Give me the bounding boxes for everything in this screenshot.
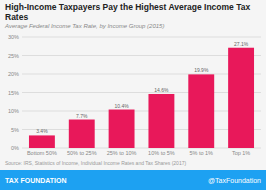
y-tick-label: 20% — [8, 71, 19, 77]
data-label: 10.4% — [114, 103, 129, 109]
data-label: 7.7% — [76, 113, 88, 119]
background — [0, 0, 266, 190]
data-label: 19.9% — [194, 67, 209, 73]
x-tick-label: Bottom 50% — [27, 150, 57, 156]
subtitle: Average Federal Income Tax Rate, by Inco… — [4, 23, 164, 29]
x-tick-label: 50% to 25% — [67, 150, 97, 156]
bar — [228, 48, 254, 148]
x-tick-label: 25% to 10% — [107, 150, 137, 156]
footer-left: TAX FOUNDATION — [5, 177, 67, 184]
grid-line — [22, 111, 261, 112]
y-tick-label: 10% — [8, 108, 19, 114]
x-tick-label: 10% to 5% — [148, 150, 175, 156]
data-label: 27.1% — [234, 41, 249, 47]
grid-line — [22, 92, 261, 93]
grid-line — [22, 148, 261, 149]
bars — [29, 48, 254, 148]
y-tick-label: 0% — [11, 145, 19, 151]
bar — [148, 94, 174, 148]
title: High-Income Taxpayers Pay the Highest Av… — [5, 2, 253, 22]
chart-container: High-Income Taxpayers Pay the Highest Av… — [0, 0, 266, 190]
grid-line — [22, 74, 261, 75]
x-tick-label: Top 1% — [232, 150, 250, 156]
grid — [22, 37, 261, 148]
footer-bar — [0, 170, 266, 190]
title-line: High-Income Taxpayers Pay the Highest Av… — [5, 2, 253, 12]
y-tick-label: 25% — [8, 53, 19, 59]
bar — [109, 110, 135, 148]
grid-line — [22, 55, 261, 56]
x-tick-label: 5% to 1% — [189, 150, 213, 156]
grid-line — [22, 129, 261, 130]
data-label: 14.6% — [154, 87, 169, 93]
bar — [188, 74, 214, 148]
footer-right: @TaxFoundation — [208, 177, 261, 184]
bar — [69, 120, 95, 148]
data-label: 3.4% — [36, 128, 48, 134]
y-tick-label: 5% — [11, 127, 19, 133]
title-line: Rates — [5, 12, 28, 22]
y-tick-label: 30% — [8, 34, 19, 40]
chart-svg: High-Income Taxpayers Pay the Highest Av… — [0, 0, 266, 190]
y-tick-label: 15% — [8, 90, 19, 96]
bar — [29, 135, 55, 148]
grid-line — [22, 37, 261, 38]
source: Source: IRS, Statistics of Income, Indiv… — [5, 160, 186, 166]
